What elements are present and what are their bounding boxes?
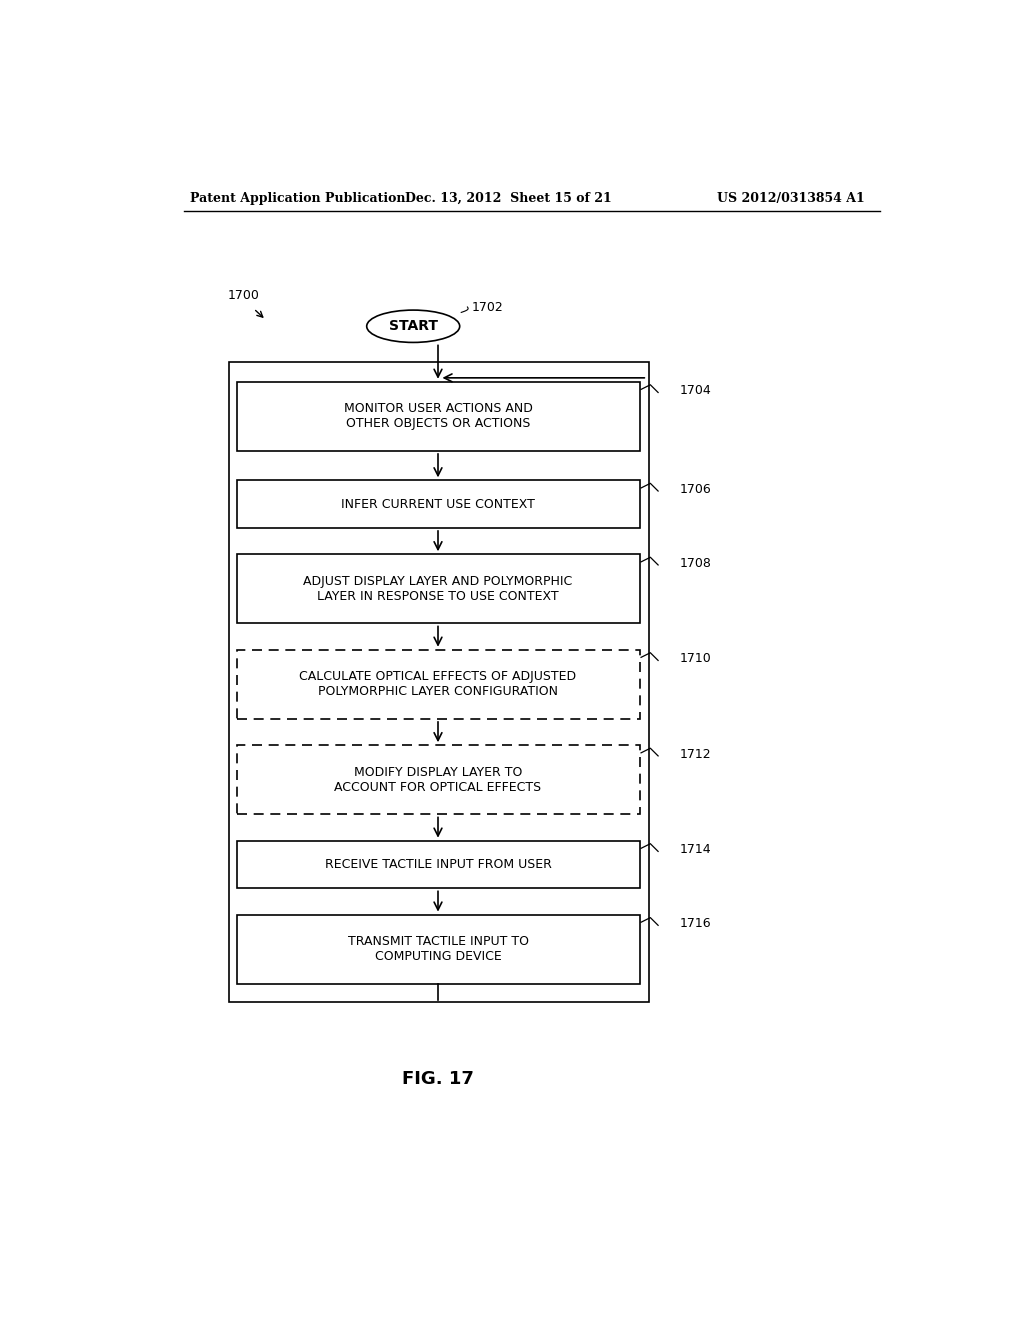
Text: 1714: 1714 — [680, 843, 712, 857]
Text: MONITOR USER ACTIONS AND
OTHER OBJECTS OR ACTIONS: MONITOR USER ACTIONS AND OTHER OBJECTS O… — [344, 403, 532, 430]
Text: CALCULATE OPTICAL EFFECTS OF ADJUSTED
POLYMORPHIC LAYER CONFIGURATION: CALCULATE OPTICAL EFFECTS OF ADJUSTED PO… — [299, 671, 577, 698]
Text: RECEIVE TACTILE INPUT FROM USER: RECEIVE TACTILE INPUT FROM USER — [325, 858, 552, 871]
Ellipse shape — [367, 310, 460, 342]
Bar — [237, 554, 640, 623]
Text: 1702: 1702 — [471, 301, 503, 314]
Bar — [237, 480, 640, 528]
Text: 1708: 1708 — [680, 557, 712, 570]
Text: Patent Application Publication: Patent Application Publication — [190, 191, 406, 205]
Text: Dec. 13, 2012  Sheet 15 of 21: Dec. 13, 2012 Sheet 15 of 21 — [406, 191, 612, 205]
Bar — [237, 744, 640, 814]
Bar — [237, 915, 640, 983]
Text: 1704: 1704 — [680, 384, 712, 397]
Text: 1700: 1700 — [227, 289, 259, 302]
Text: TRANSMIT TACTILE INPUT TO
COMPUTING DEVICE: TRANSMIT TACTILE INPUT TO COMPUTING DEVI… — [347, 935, 528, 964]
Text: ADJUST DISPLAY LAYER AND POLYMORPHIC
LAYER IN RESPONSE TO USE CONTEXT: ADJUST DISPLAY LAYER AND POLYMORPHIC LAY… — [303, 574, 572, 603]
Text: US 2012/0313854 A1: US 2012/0313854 A1 — [717, 191, 864, 205]
Text: START: START — [389, 319, 437, 333]
Bar — [237, 649, 640, 719]
Bar — [237, 841, 640, 888]
Text: 1710: 1710 — [680, 652, 712, 665]
Text: MODIFY DISPLAY LAYER TO
ACCOUNT FOR OPTICAL EFFECTS: MODIFY DISPLAY LAYER TO ACCOUNT FOR OPTI… — [335, 766, 542, 793]
Bar — [228, 363, 649, 1002]
Text: 1712: 1712 — [680, 748, 712, 760]
Text: FIG. 17: FIG. 17 — [402, 1069, 474, 1088]
Bar — [237, 381, 640, 451]
Text: 1706: 1706 — [680, 483, 712, 496]
Text: INFER CURRENT USE CONTEXT: INFER CURRENT USE CONTEXT — [341, 498, 535, 511]
Text: 1716: 1716 — [680, 917, 712, 931]
